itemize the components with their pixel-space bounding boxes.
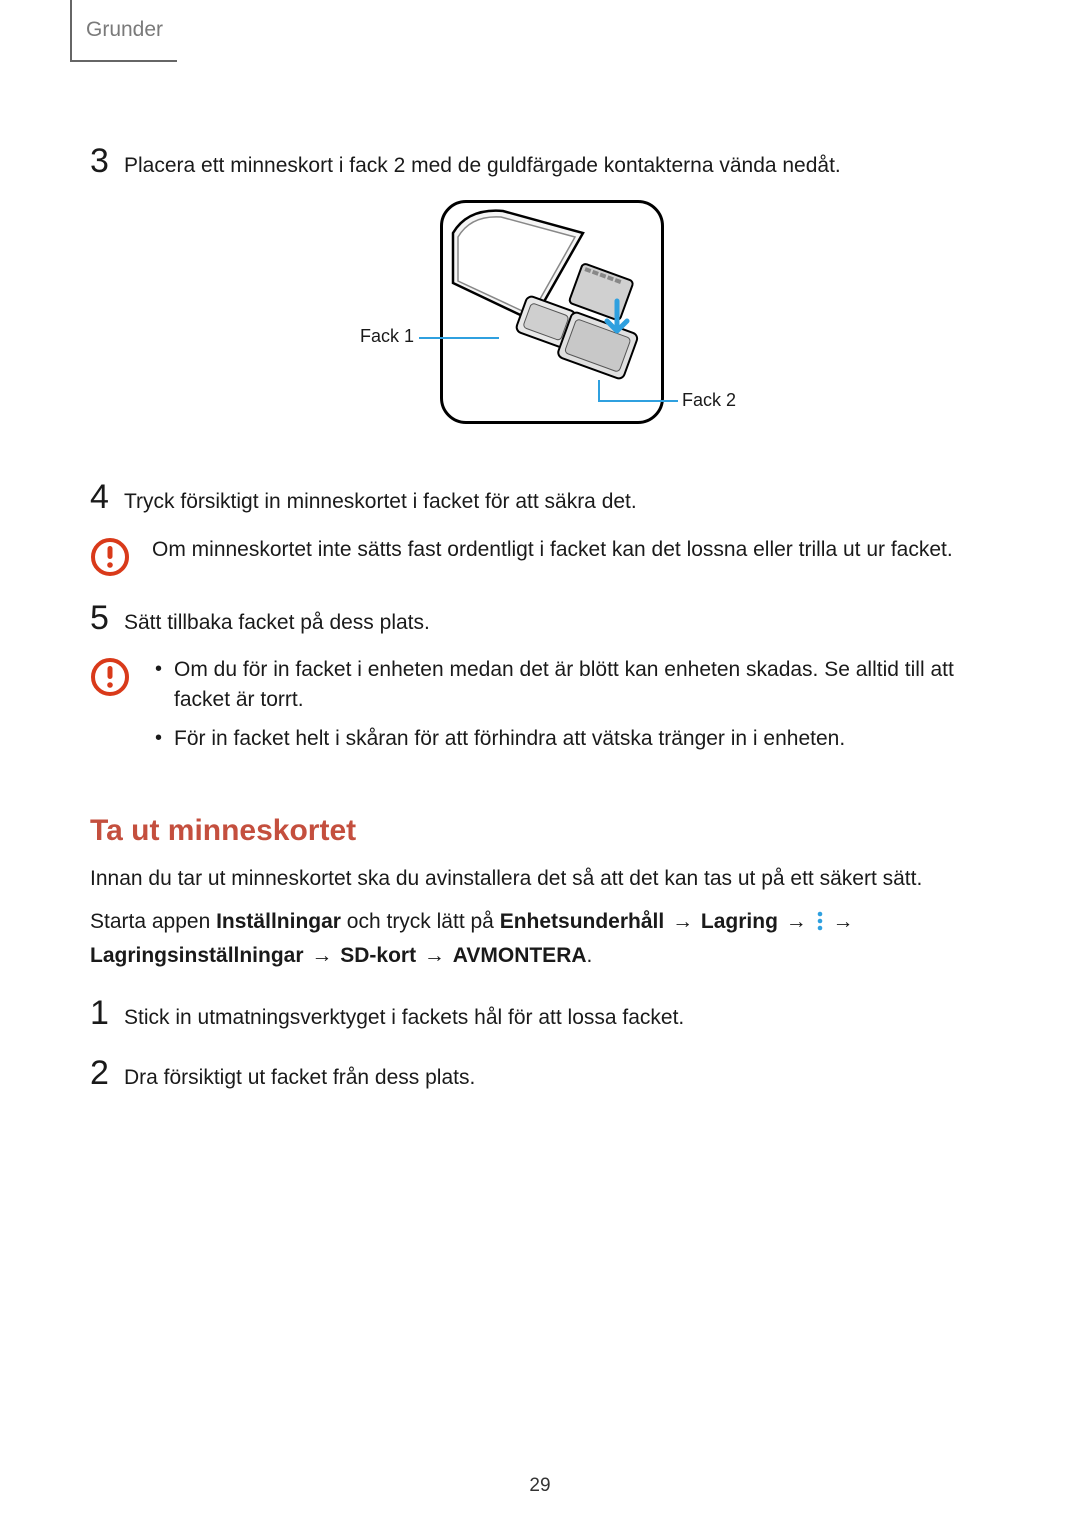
step-number: 5	[90, 601, 124, 635]
removal-step-2: 2 Dra försiktigt ut facket från dess pla…	[90, 1056, 990, 1092]
step-text: Tryck försiktigt in minneskortet i facke…	[124, 480, 637, 516]
step-5: 5 Sätt tillbaka facket på dess plats.	[90, 601, 990, 637]
tray-illustration	[443, 203, 661, 421]
step-3: 3 Placera ett minneskort i fack 2 med de…	[90, 144, 990, 180]
step-text: Stick in utmatningsverktyget i fackets h…	[124, 996, 684, 1032]
nav-path-prefix: Starta appen	[90, 910, 216, 933]
page: Grunder 3 Placera ett minneskort i fack …	[0, 0, 1080, 1527]
nav-seg: SD-kort	[340, 944, 416, 967]
removal-step-1: 1 Stick in utmatningsverktyget i fackets…	[90, 996, 990, 1032]
caution-bullet: Om du för in facket i enheten medan det …	[152, 655, 990, 716]
diagram-frame	[440, 200, 664, 424]
caution-icon	[90, 657, 130, 697]
nav-seg: Enhetsunderhåll	[500, 910, 665, 933]
diagram-leader-right-v	[598, 380, 600, 402]
caution-note-2: Om du för in facket i enheten medan det …	[90, 655, 990, 762]
arrow-icon: →	[309, 944, 334, 967]
step-text: Placera ett minneskort i fack 2 med de g…	[124, 144, 841, 180]
page-content: 3 Placera ett minneskort i fack 2 med de…	[90, 40, 990, 1092]
caution-text: Om minneskortet inte sätts fast ordentli…	[152, 535, 990, 565]
section-intro: Innan du tar ut minneskortet ska du avin…	[90, 864, 990, 894]
step-number: 2	[90, 1056, 124, 1090]
diagram-label-fack1: Fack 1	[344, 326, 414, 347]
step-text: Dra försiktigt ut facket från dess plats…	[124, 1056, 475, 1092]
step-number: 1	[90, 996, 124, 1030]
diagram-leader-right-h	[598, 400, 678, 402]
page-number: 29	[0, 1475, 1080, 1497]
tray-diagram: Fack 1 Fack 2	[320, 200, 760, 450]
caution-icon	[90, 537, 130, 577]
nav-seg: Lagringsinställningar	[90, 944, 304, 967]
nav-seg: Lagring	[701, 910, 778, 933]
nav-path-mid: och tryck lätt på	[341, 910, 500, 933]
step-number: 4	[90, 480, 124, 514]
section-heading: Ta ut minneskortet	[90, 814, 990, 848]
header-section-tab: Grunder	[70, 0, 177, 62]
step-number: 3	[90, 144, 124, 178]
nav-app-name: Inställningar	[216, 910, 341, 933]
step-4: 4 Tryck försiktigt in minneskortet i fac…	[90, 480, 990, 516]
step-text: Sätt tillbaka facket på dess plats.	[124, 601, 430, 637]
caution-bullet: För in facket helt i skåran för att förh…	[152, 724, 990, 754]
caution-bullet-list: Om du för in facket i enheten medan det …	[152, 655, 990, 762]
diagram-container: Fack 1 Fack 2	[90, 200, 990, 450]
navigation-path: Starta appen Inställningar och tryck lät…	[90, 907, 990, 972]
kebab-menu-icon	[815, 910, 825, 941]
arrow-icon: →	[422, 944, 447, 967]
header-section-label: Grunder	[86, 18, 163, 41]
arrow-icon: →	[784, 910, 809, 933]
diagram-label-fack2: Fack 2	[682, 390, 736, 411]
nav-seg: AVMONTERA	[453, 944, 587, 967]
caution-note-1: Om minneskortet inte sätts fast ordentli…	[90, 535, 990, 577]
diagram-leader-left	[419, 337, 499, 339]
arrow-icon: →	[670, 910, 695, 933]
arrow-icon: →	[830, 910, 855, 933]
